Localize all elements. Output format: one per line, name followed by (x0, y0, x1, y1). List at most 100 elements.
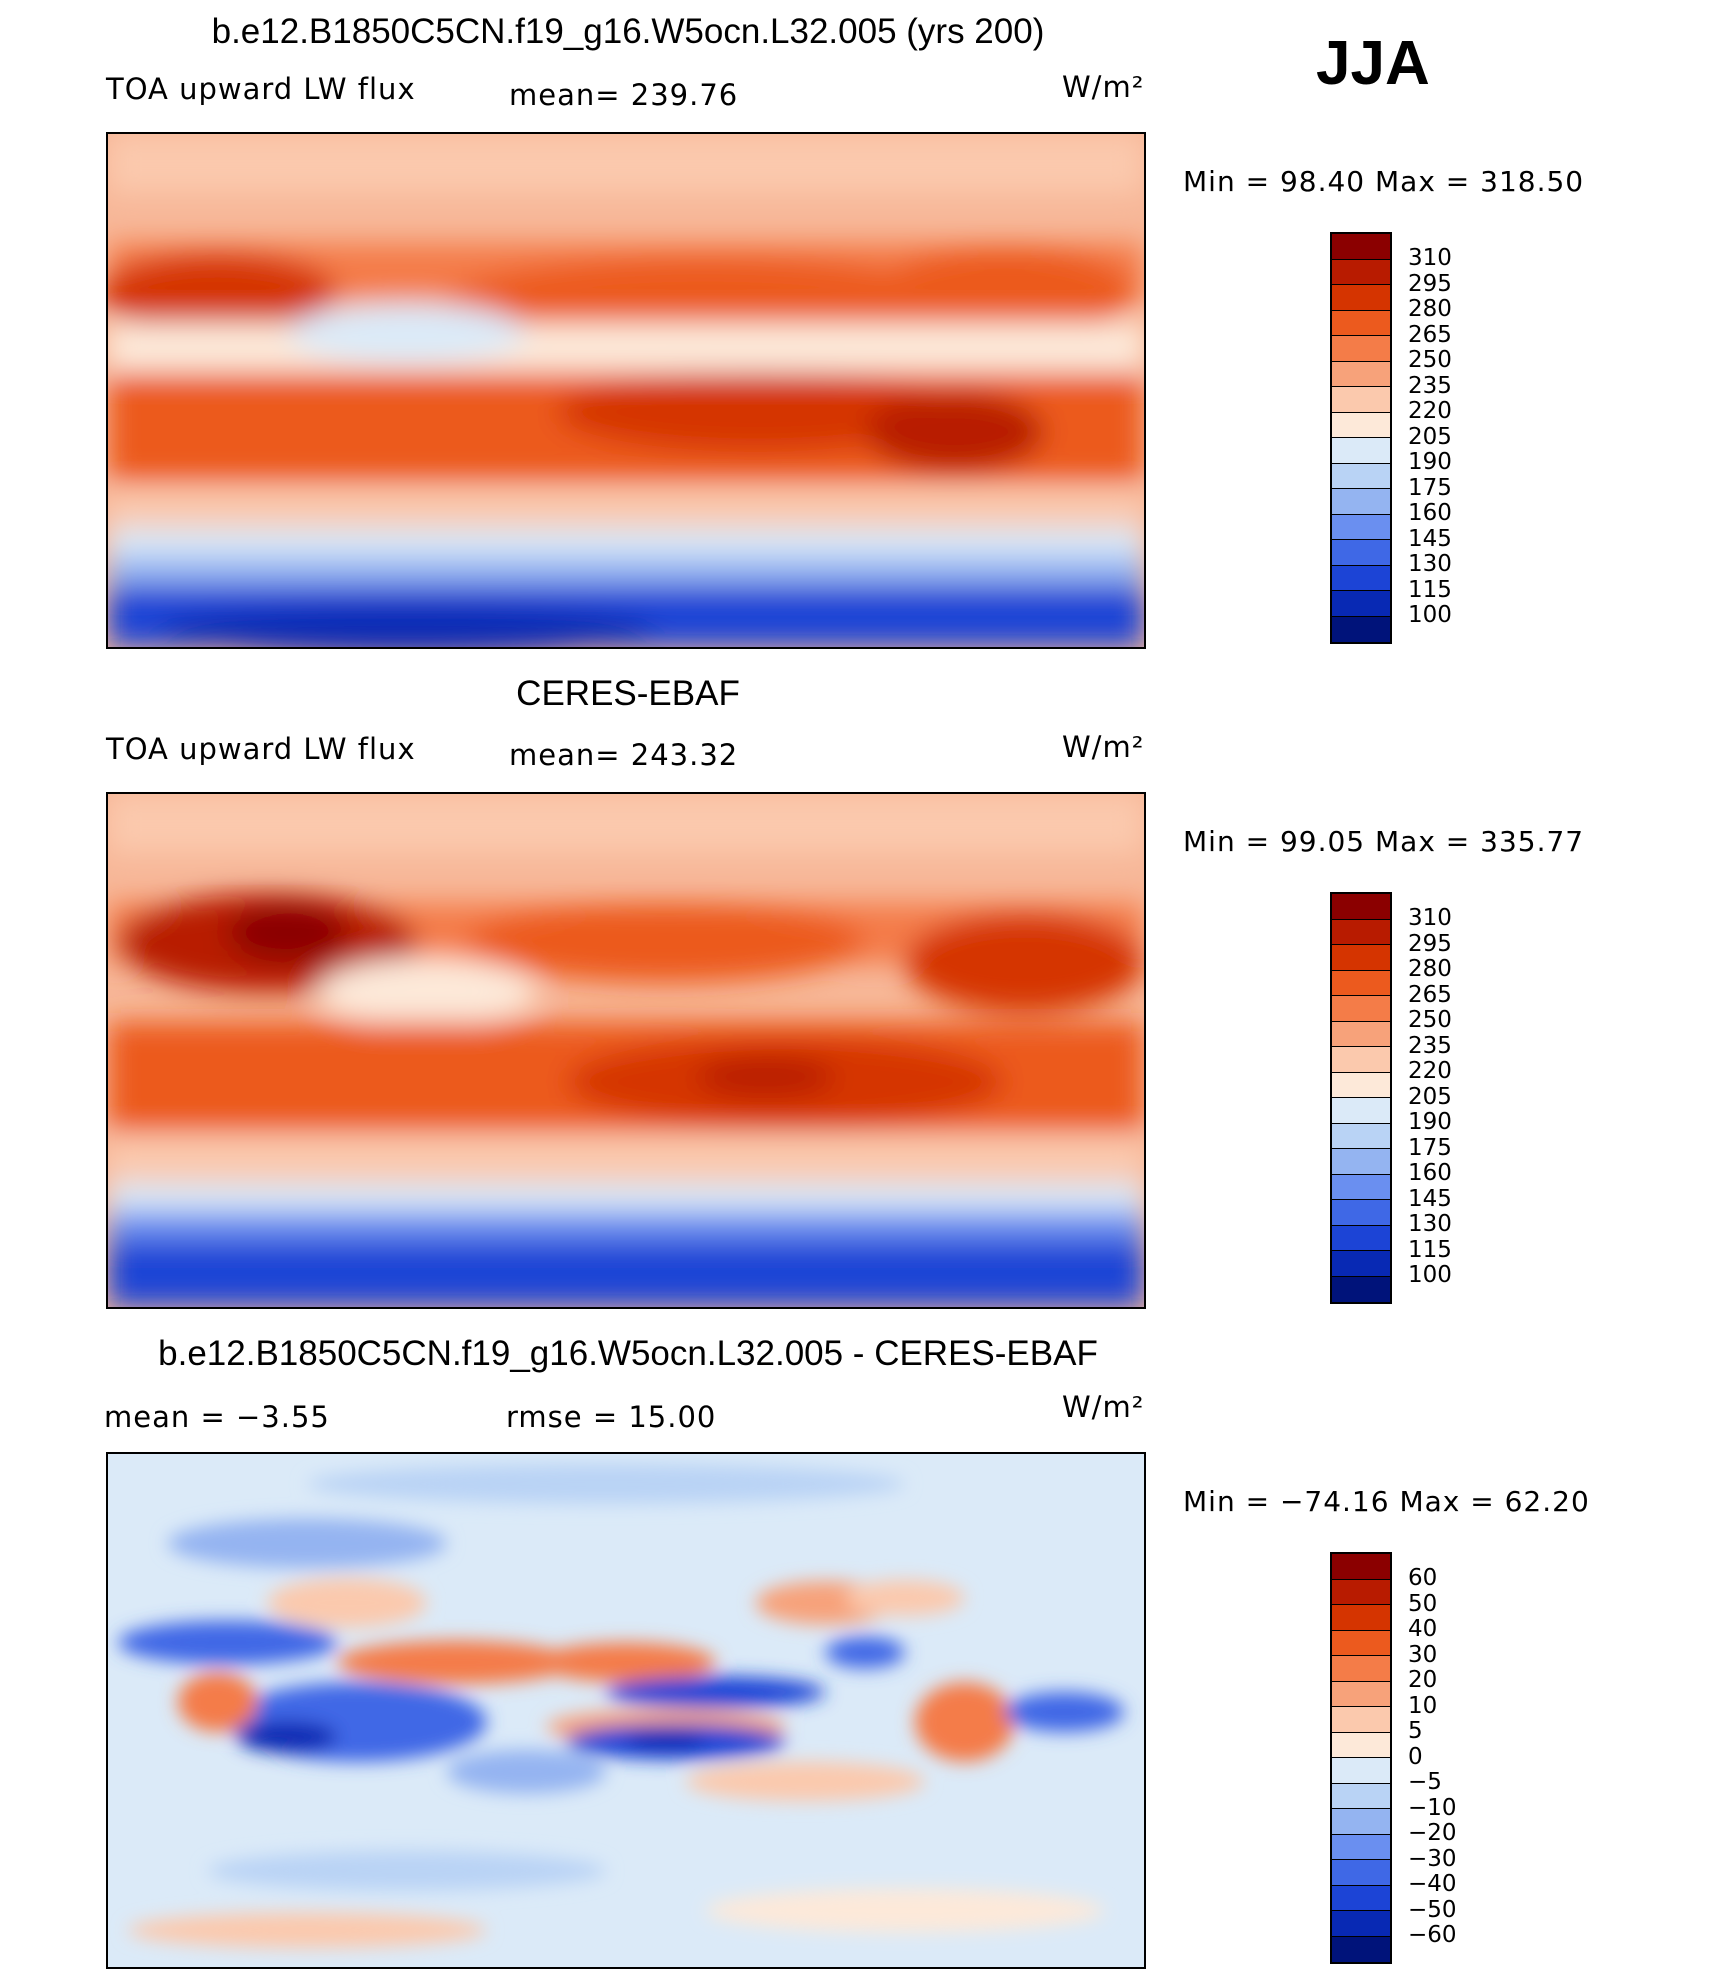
colorbar-swatch (1332, 616, 1390, 642)
tick-label: 205 (1408, 423, 1452, 450)
tick-label: −40 (1408, 1871, 1457, 1897)
colorbar-swatch (1332, 1809, 1390, 1835)
tick-label: 220 (1408, 1058, 1452, 1084)
tick-label: 20 (1408, 1667, 1438, 1693)
tick-label: 100 (1408, 1262, 1452, 1288)
tick-label: −20 (1408, 1820, 1457, 1846)
panel1-mean-label: mean= 239.76 (509, 78, 739, 112)
colorbar-swatch (1332, 234, 1390, 260)
tick-label: 145 (1408, 525, 1452, 552)
colorbar-swatch (1332, 1860, 1390, 1886)
tick-label: 175 (1408, 474, 1452, 501)
colorbar-swatch (1332, 387, 1390, 413)
tick-label: −60 (1408, 1922, 1457, 1948)
panel3-colorbar-ticks: 60 50 40 30 20 10 5 0 −5 −10 −20 −30 −40… (1408, 1565, 1457, 1949)
tick-label: 295 (1408, 270, 1452, 297)
colorbar-swatch (1332, 1072, 1390, 1098)
panel1-colorbar (1330, 232, 1392, 644)
tick-label: 220 (1408, 398, 1452, 424)
colorbar-swatch (1332, 1098, 1390, 1124)
tick-label: 10 (1408, 1692, 1438, 1719)
panel1-variable-label: TOA upward LW flux (106, 72, 416, 106)
colorbar-swatch (1332, 1783, 1390, 1809)
colorbar-swatch (1332, 1936, 1390, 1962)
panel1-map (106, 132, 1146, 649)
colorbar-swatch (1332, 1579, 1390, 1605)
colorbar-swatch (1332, 1630, 1390, 1656)
tick-label: 175 (1408, 1134, 1452, 1161)
colorbar-swatch (1332, 259, 1390, 285)
colorbar-swatch (1332, 1911, 1390, 1937)
tick-label: 160 (1408, 1160, 1452, 1186)
tick-label: 205 (1408, 1083, 1452, 1110)
panel2-variable-label: TOA upward LW flux (106, 732, 416, 766)
season-label: JJA (1316, 29, 1430, 98)
panel3-title: b.e12.B1850C5CN.f19_g16.W5ocn.L32.005 - … (158, 1334, 1098, 1373)
colorbar-swatch (1332, 591, 1390, 617)
panel3-map (106, 1452, 1146, 1969)
tick-label: 265 (1408, 981, 1452, 1008)
tick-label: 250 (1408, 1007, 1452, 1033)
panel3-mean-label: mean = −3.55 (104, 1400, 330, 1434)
tick-label: 280 (1408, 956, 1452, 982)
tick-label: 265 (1408, 321, 1452, 348)
panel1-colorbar-ticks: 310 295 280 265 250 235 220 205 190 175 … (1408, 245, 1452, 629)
colorbar-swatch (1332, 1707, 1390, 1733)
colorbar-swatch (1332, 1758, 1390, 1784)
tick-label: 0 (1408, 1743, 1423, 1770)
tick-label: 30 (1408, 1641, 1438, 1668)
colorbar-swatch (1332, 438, 1390, 464)
tick-label: 130 (1408, 551, 1452, 577)
colorbar-swatch (1332, 1047, 1390, 1073)
tick-label: 60 (1408, 1565, 1438, 1591)
tick-label: 235 (1408, 1032, 1452, 1059)
colorbar-swatch (1332, 1656, 1390, 1682)
colorbar-swatch (1332, 1834, 1390, 1860)
panel1-units: W/m² (1062, 70, 1145, 104)
tick-label: 190 (1408, 449, 1452, 475)
colorbar-swatch (1332, 1554, 1390, 1580)
tick-label: −30 (1408, 1845, 1457, 1872)
colorbar-swatch (1332, 1732, 1390, 1758)
tick-label: 5 (1408, 1718, 1423, 1744)
tick-label: −50 (1408, 1896, 1457, 1923)
panel2-map (106, 792, 1146, 1309)
colorbar-swatch (1332, 1885, 1390, 1911)
tick-label: −5 (1408, 1769, 1442, 1795)
colorbar-swatch (1332, 1021, 1390, 1047)
panel1-map-graphic (108, 134, 1144, 647)
colorbar-swatch (1332, 489, 1390, 515)
colorbar-swatch (1332, 1225, 1390, 1251)
panel2-title: CERES-EBAF (516, 674, 740, 713)
panel3-map-graphic (108, 1454, 1144, 1967)
tick-label: 310 (1408, 245, 1452, 271)
panel1-minmax: Min = 98.40 Max = 318.50 (1183, 165, 1585, 198)
colorbar-swatch (1332, 310, 1390, 336)
colorbar-swatch (1332, 463, 1390, 489)
panel2-units: W/m² (1062, 730, 1145, 764)
tick-label: 115 (1408, 576, 1452, 603)
colorbar-swatch (1332, 1681, 1390, 1707)
panel2-minmax: Min = 99.05 Max = 335.77 (1183, 825, 1585, 858)
panel3-units: W/m² (1062, 1390, 1145, 1424)
panel2-colorbar (1330, 892, 1392, 1304)
colorbar-swatch (1332, 1605, 1390, 1631)
tick-label: 40 (1408, 1616, 1438, 1642)
colorbar-swatch (1332, 565, 1390, 591)
colorbar-swatch (1332, 945, 1390, 971)
panel2-mean-label: mean= 243.32 (509, 738, 739, 772)
tick-label: 190 (1408, 1109, 1452, 1135)
panel2-colorbar-ticks: 310 295 280 265 250 235 220 205 190 175 … (1408, 905, 1452, 1289)
colorbar-swatch (1332, 540, 1390, 566)
tick-label: 280 (1408, 296, 1452, 322)
tick-label: 235 (1408, 372, 1452, 399)
colorbar-swatch (1332, 996, 1390, 1022)
tick-label: 115 (1408, 1236, 1452, 1263)
colorbar-swatch (1332, 1200, 1390, 1226)
colorbar-swatch (1332, 285, 1390, 311)
colorbar-swatch (1332, 894, 1390, 920)
tick-label: 130 (1408, 1211, 1452, 1237)
tick-label: 160 (1408, 500, 1452, 526)
colorbar-swatch (1332, 1276, 1390, 1302)
colorbar-swatch (1332, 1251, 1390, 1277)
